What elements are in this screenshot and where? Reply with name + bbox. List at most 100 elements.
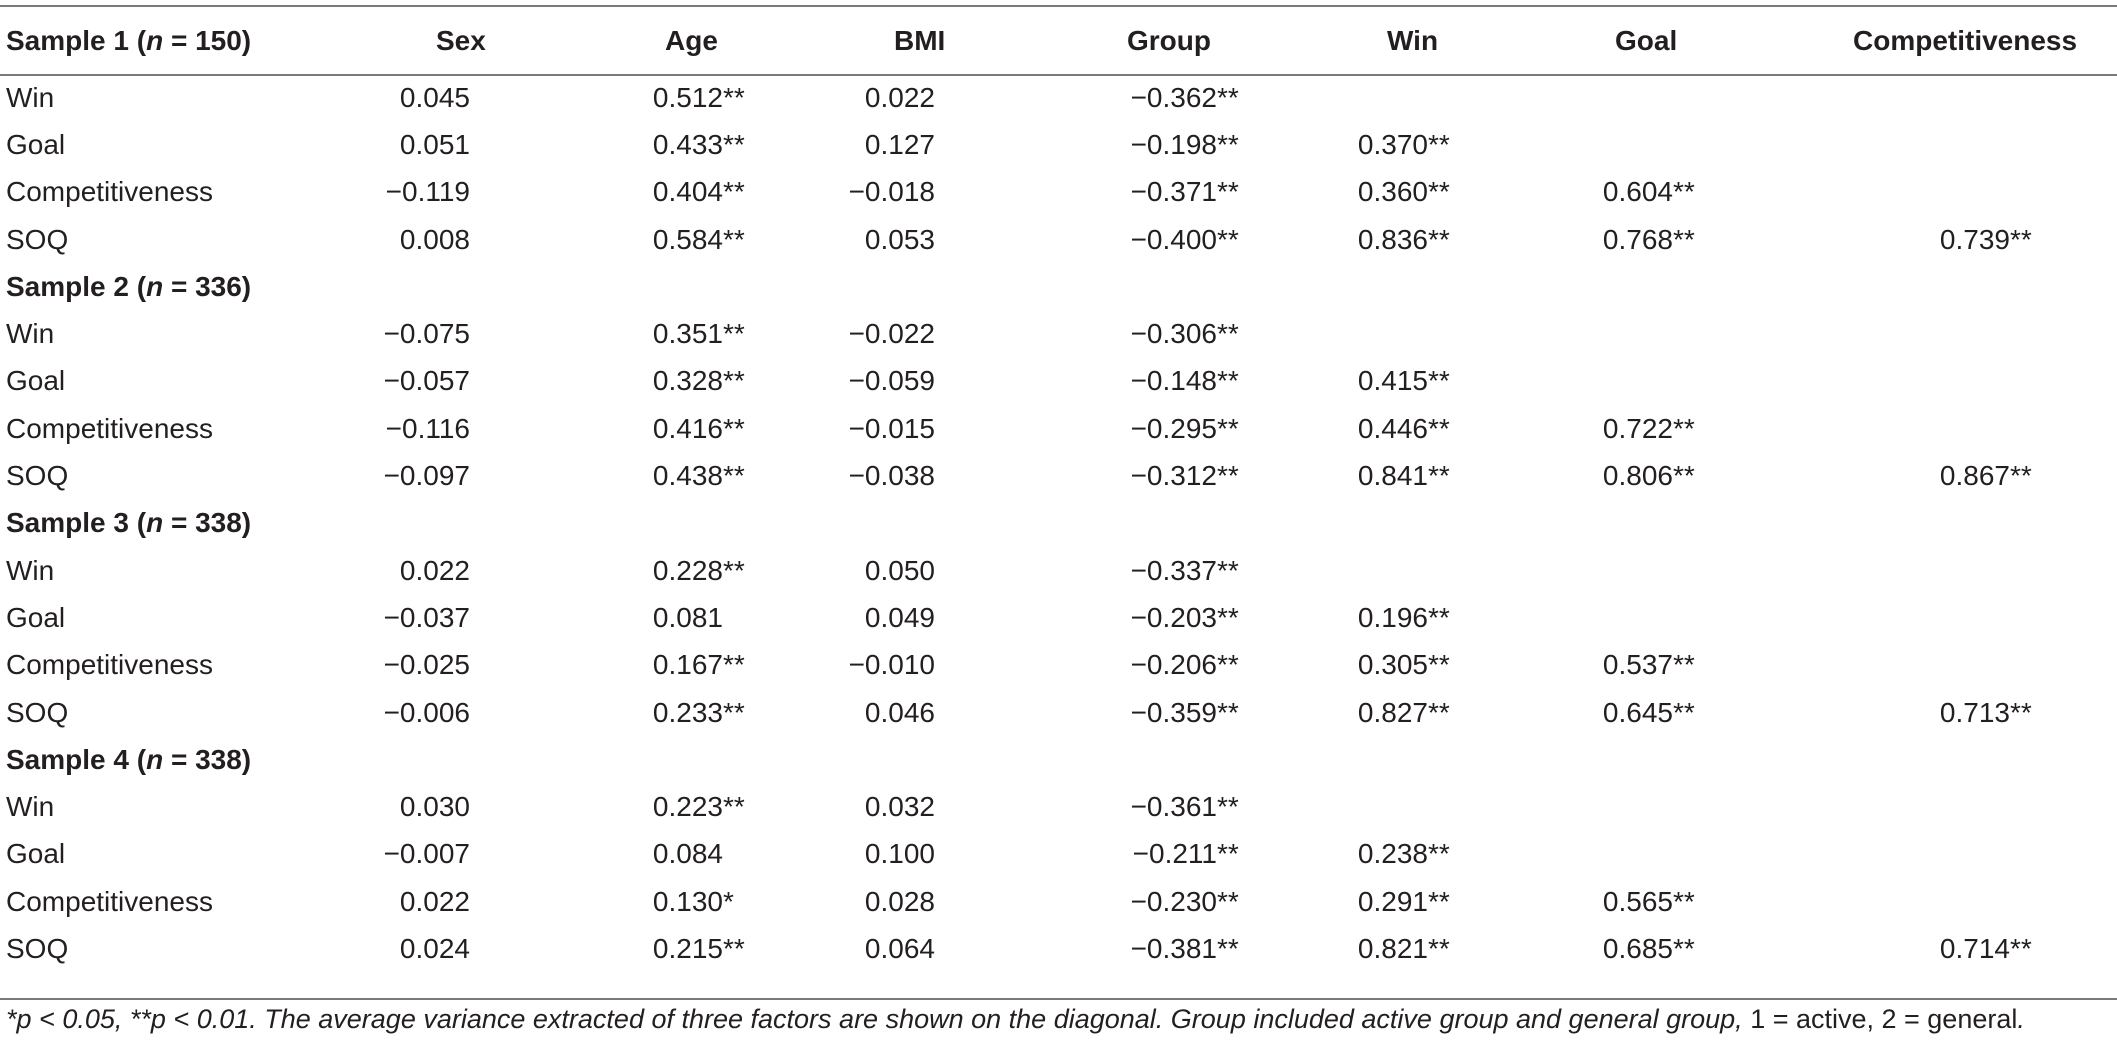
group-heading-row: Sample 4 (n = 338) [0,736,2117,783]
table-cell: −0.295** [1040,405,1320,452]
table-cell [1770,310,2117,357]
significance-stars: ** [1217,223,1239,255]
group-label-suffix: = 150) [163,24,252,56]
significance-stars: ** [1428,412,1450,444]
coefficient: −0.038 [848,460,935,492]
column-header-label: Goal [1615,24,1678,56]
table-cell: 0.032 [830,783,1040,830]
coefficient: −0.230 [1130,885,1217,917]
top-rule [0,5,2117,7]
column-header-label: Group [1127,24,1211,56]
coefficient: −0.306 [1130,318,1217,350]
table-cell: −0.211** [1040,831,1320,878]
cell-value: −0.097 [384,460,518,492]
footnote-group-coding: 1 = active, 2 = general [1750,1004,2018,1034]
significance-stars: ** [1673,932,1695,964]
cell-value: 0.512** [653,82,771,114]
cell-value: 0.446** [1358,413,1476,445]
table-row: Win 0.030 0.223** 0.032 −0.361** [0,783,2117,830]
row-label: SOQ [6,223,69,255]
coefficient: −0.312 [1130,460,1217,492]
cell-value: 0.739** [1940,224,2058,256]
table-cell: 0.030 [370,783,590,830]
table-row: Win −0.075 0.351** −0.022 −0.306** [0,310,2117,357]
footnote-star: * [6,1004,17,1034]
cell-value: 0.291** [1358,886,1476,918]
cell-value: −0.337** [1131,555,1265,587]
cell-value: −0.206** [1131,649,1265,681]
table-cell: 0.022 [830,74,1040,121]
table-cell: 0.228** [590,547,830,594]
table-cell: −0.007 [370,831,590,878]
table-cell: 0.291** [1320,878,1530,925]
coefficient: −0.015 [848,412,935,444]
cell-value: 0.416** [653,413,771,445]
group-heading-row: Sample 2 (n = 336) [0,263,2117,310]
coefficient: 0.291 [1357,885,1428,917]
table-row: Win 0.045 0.512** 0.022 −0.362** [0,74,2117,121]
row-label: SOQ [6,696,69,728]
coefficient: −0.361 [1130,791,1217,823]
coefficient: 0.100 [864,838,935,870]
coefficient: −0.211 [1132,838,1217,870]
coefficient: 0.827 [1357,696,1428,728]
significance-stars: ** [2010,932,2032,964]
significance-stars: ** [1428,601,1450,633]
table-cell [1770,878,2117,925]
significance-stars: ** [1217,81,1239,113]
table-cell: 0.215** [590,925,830,972]
table-cell: 0.008 [370,216,590,263]
coefficient: −0.371 [1130,176,1217,208]
coefficient: 0.645 [1602,696,1673,728]
table-cell: 0.064 [830,925,1040,972]
cell-value: 0.196** [1358,602,1476,634]
significance-stars: ** [723,128,745,160]
coefficient: 0.370 [1357,128,1428,160]
table-cell: 0.404** [590,169,830,216]
cell-value: 0.223** [653,791,771,823]
coefficient: 0.537 [1602,649,1673,681]
group-label-n: n [146,270,164,302]
cell-value: 0.841** [1358,460,1476,492]
table-cell [1530,74,1770,121]
coefficient: 0.024 [399,932,470,964]
group-label-prefix: Sample 3 ( [6,507,147,539]
coefficient: 0.022 [864,81,935,113]
coefficient: 0.714 [1939,932,2010,964]
row-label: Competitiveness [6,176,213,208]
group-label-n: n [146,743,164,775]
row-label: Win [6,318,55,350]
row-label: Win [6,791,55,823]
table-cell: −0.119 [370,169,590,216]
significance-stars: ** [1217,932,1239,964]
coefficient: 0.416 [652,412,723,444]
cell-value: 0.768** [1603,224,1721,256]
significance-stars: ** [1673,223,1695,255]
significance-stars: ** [1428,176,1450,208]
table-cell [1530,594,1770,641]
cell-value: 0.537** [1603,649,1721,681]
cell-value: 0.438** [653,460,771,492]
significance-stars: ** [723,365,745,397]
table-body: Win 0.045 0.512** 0.022 −0.362** Goal 0.051 0.4… [0,74,2117,973]
row-label: Competitiveness [6,885,213,917]
table-cell: 0.446** [1320,405,1530,452]
cell-value: 0.604** [1603,176,1721,208]
coefficient: −0.059 [848,365,935,397]
cell-value: −0.359** [1131,697,1265,729]
footnote-p-threshold-1: < 0.05, ** [31,1004,151,1034]
column-header-label: Win [1387,24,1439,56]
group-label-suffix: = 338) [163,507,252,539]
table-cell: 0.051 [370,121,590,168]
header-row: Sample 1 (n = 150) Sex Age BMI Group Win Goal… [0,7,2117,74]
table-cell: −0.025 [370,642,590,689]
table-cell: 0.081 [590,594,830,641]
cell-value: 0.685** [1603,933,1721,965]
significance-stars: ** [723,649,745,681]
cell-value: 0.305** [1358,649,1476,681]
column-header: Goal [1530,7,1770,74]
coefficient: 0.127 [864,128,935,160]
table-cell: 0.238** [1320,831,1530,878]
significance-stars: ** [1428,223,1450,255]
